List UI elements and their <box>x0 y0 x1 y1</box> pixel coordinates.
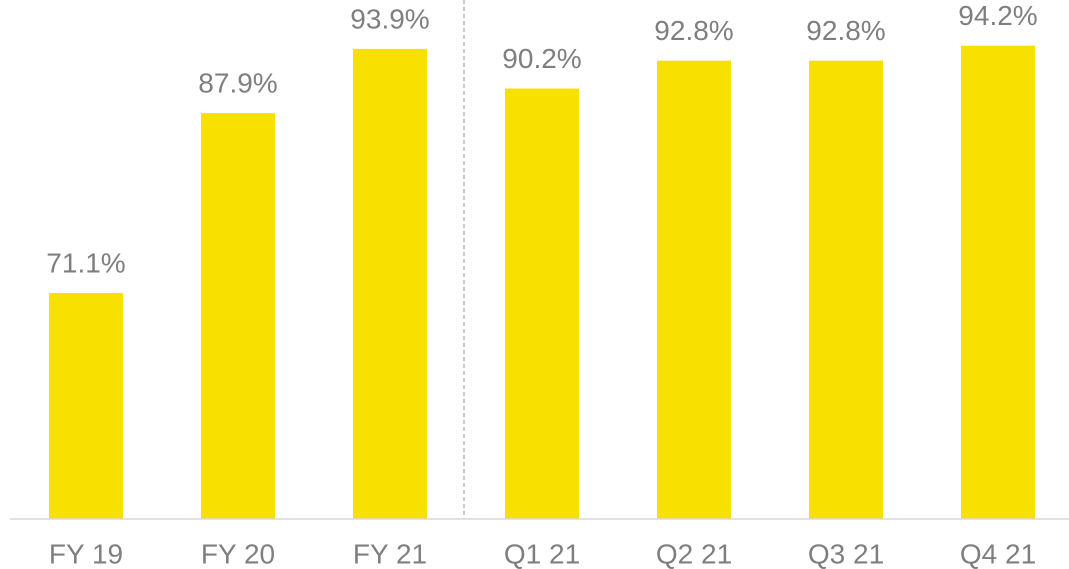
x-tick-label: FY 21 <box>353 538 427 569</box>
value-label: 93.9% <box>350 3 429 34</box>
x-tick-label: Q2 21 <box>656 538 732 569</box>
value-label: 87.9% <box>198 68 277 99</box>
bar <box>353 48 427 519</box>
x-tick-label: Q3 21 <box>808 538 884 569</box>
value-label: 71.1% <box>46 247 125 278</box>
x-tick-label: Q4 21 <box>960 538 1036 569</box>
bar <box>201 113 275 519</box>
value-label: 92.8% <box>654 15 733 46</box>
bar <box>49 293 123 519</box>
bar <box>809 60 883 519</box>
value-label: 90.2% <box>502 43 581 74</box>
value-label: 92.8% <box>806 15 885 46</box>
bar <box>505 88 579 520</box>
x-tick-label: FY 20 <box>201 538 275 569</box>
x-tick-label: Q1 21 <box>504 538 580 569</box>
bar <box>961 45 1035 520</box>
x-tick-label: FY 19 <box>49 538 123 569</box>
value-label: 94.2% <box>958 0 1037 31</box>
bar <box>657 60 731 519</box>
